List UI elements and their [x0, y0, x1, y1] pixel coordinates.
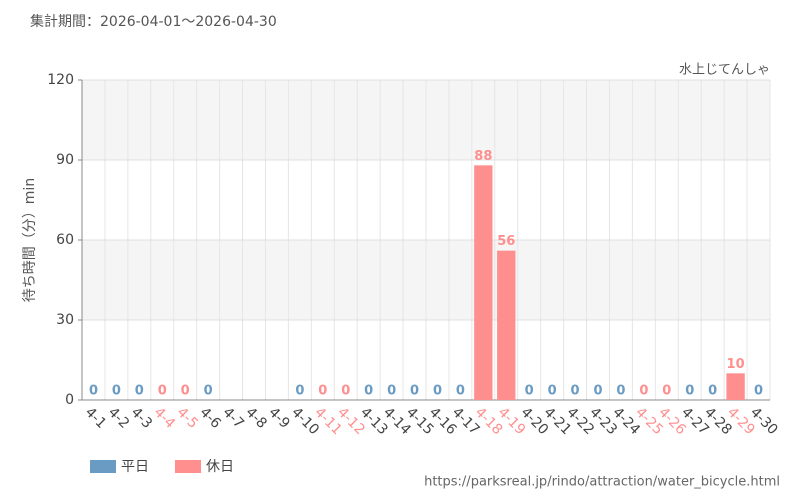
x-tick-label: 4-9 — [265, 404, 292, 431]
value-label: 0 — [754, 384, 763, 399]
value-label: 0 — [410, 384, 419, 399]
value-label: 0 — [112, 384, 121, 399]
y-tick-label: 90 — [56, 152, 74, 168]
chart-subtitle: 水上じてんしゃ — [679, 63, 770, 78]
y-tick-label: 60 — [56, 232, 74, 248]
value-label: 0 — [708, 384, 717, 399]
x-tick-label: 4-8 — [242, 404, 269, 431]
value-label: 0 — [89, 384, 98, 399]
legend-label: 休日 — [206, 459, 234, 475]
value-label: 0 — [135, 384, 144, 399]
value-label: 0 — [204, 384, 213, 399]
value-label: 0 — [318, 384, 327, 399]
bar — [726, 373, 745, 400]
value-label: 0 — [525, 384, 534, 399]
chart-title: 集計期間：2026-04-01～2026-04-30 — [30, 13, 277, 30]
value-label: 0 — [433, 384, 442, 399]
x-tick-label: 4-2 — [105, 404, 132, 431]
legend-swatch — [175, 460, 201, 473]
value-label: 0 — [639, 384, 648, 399]
x-tick-label: 4-1 — [82, 404, 109, 431]
x-tick-label: 4-4 — [151, 404, 179, 432]
value-label: 0 — [295, 384, 304, 399]
value-label: 0 — [571, 384, 580, 399]
value-label: 0 — [364, 384, 373, 399]
value-label: 0 — [685, 384, 694, 399]
x-tick-label: 4-6 — [196, 404, 224, 432]
bar — [474, 165, 493, 400]
value-label: 0 — [181, 384, 190, 399]
legend-swatch — [90, 460, 116, 473]
value-label: 0 — [456, 384, 465, 399]
value-label: 0 — [387, 384, 396, 399]
y-tick-label: 0 — [65, 392, 74, 408]
bar — [497, 250, 516, 400]
x-tick-label: 4-5 — [174, 404, 201, 431]
y-tick-label: 30 — [56, 312, 74, 328]
value-label: 0 — [616, 384, 625, 399]
value-label: 0 — [158, 384, 167, 399]
x-tick-label: 4-3 — [128, 404, 155, 431]
value-label: 0 — [593, 384, 602, 399]
value-label: 0 — [548, 384, 557, 399]
value-label: 0 — [341, 384, 350, 399]
value-label: 56 — [497, 234, 515, 249]
y-axis-label: 待ち時間（分）min — [22, 178, 38, 302]
value-label: 10 — [727, 357, 745, 372]
legend-label: 平日 — [121, 459, 149, 475]
value-label: 0 — [662, 384, 671, 399]
y-tick-label: 120 — [47, 72, 74, 88]
value-label: 88 — [474, 149, 492, 164]
x-tick-label: 4-7 — [219, 404, 246, 431]
source-url: https://parksreal.jp/rindo/attraction/wa… — [424, 475, 780, 490]
